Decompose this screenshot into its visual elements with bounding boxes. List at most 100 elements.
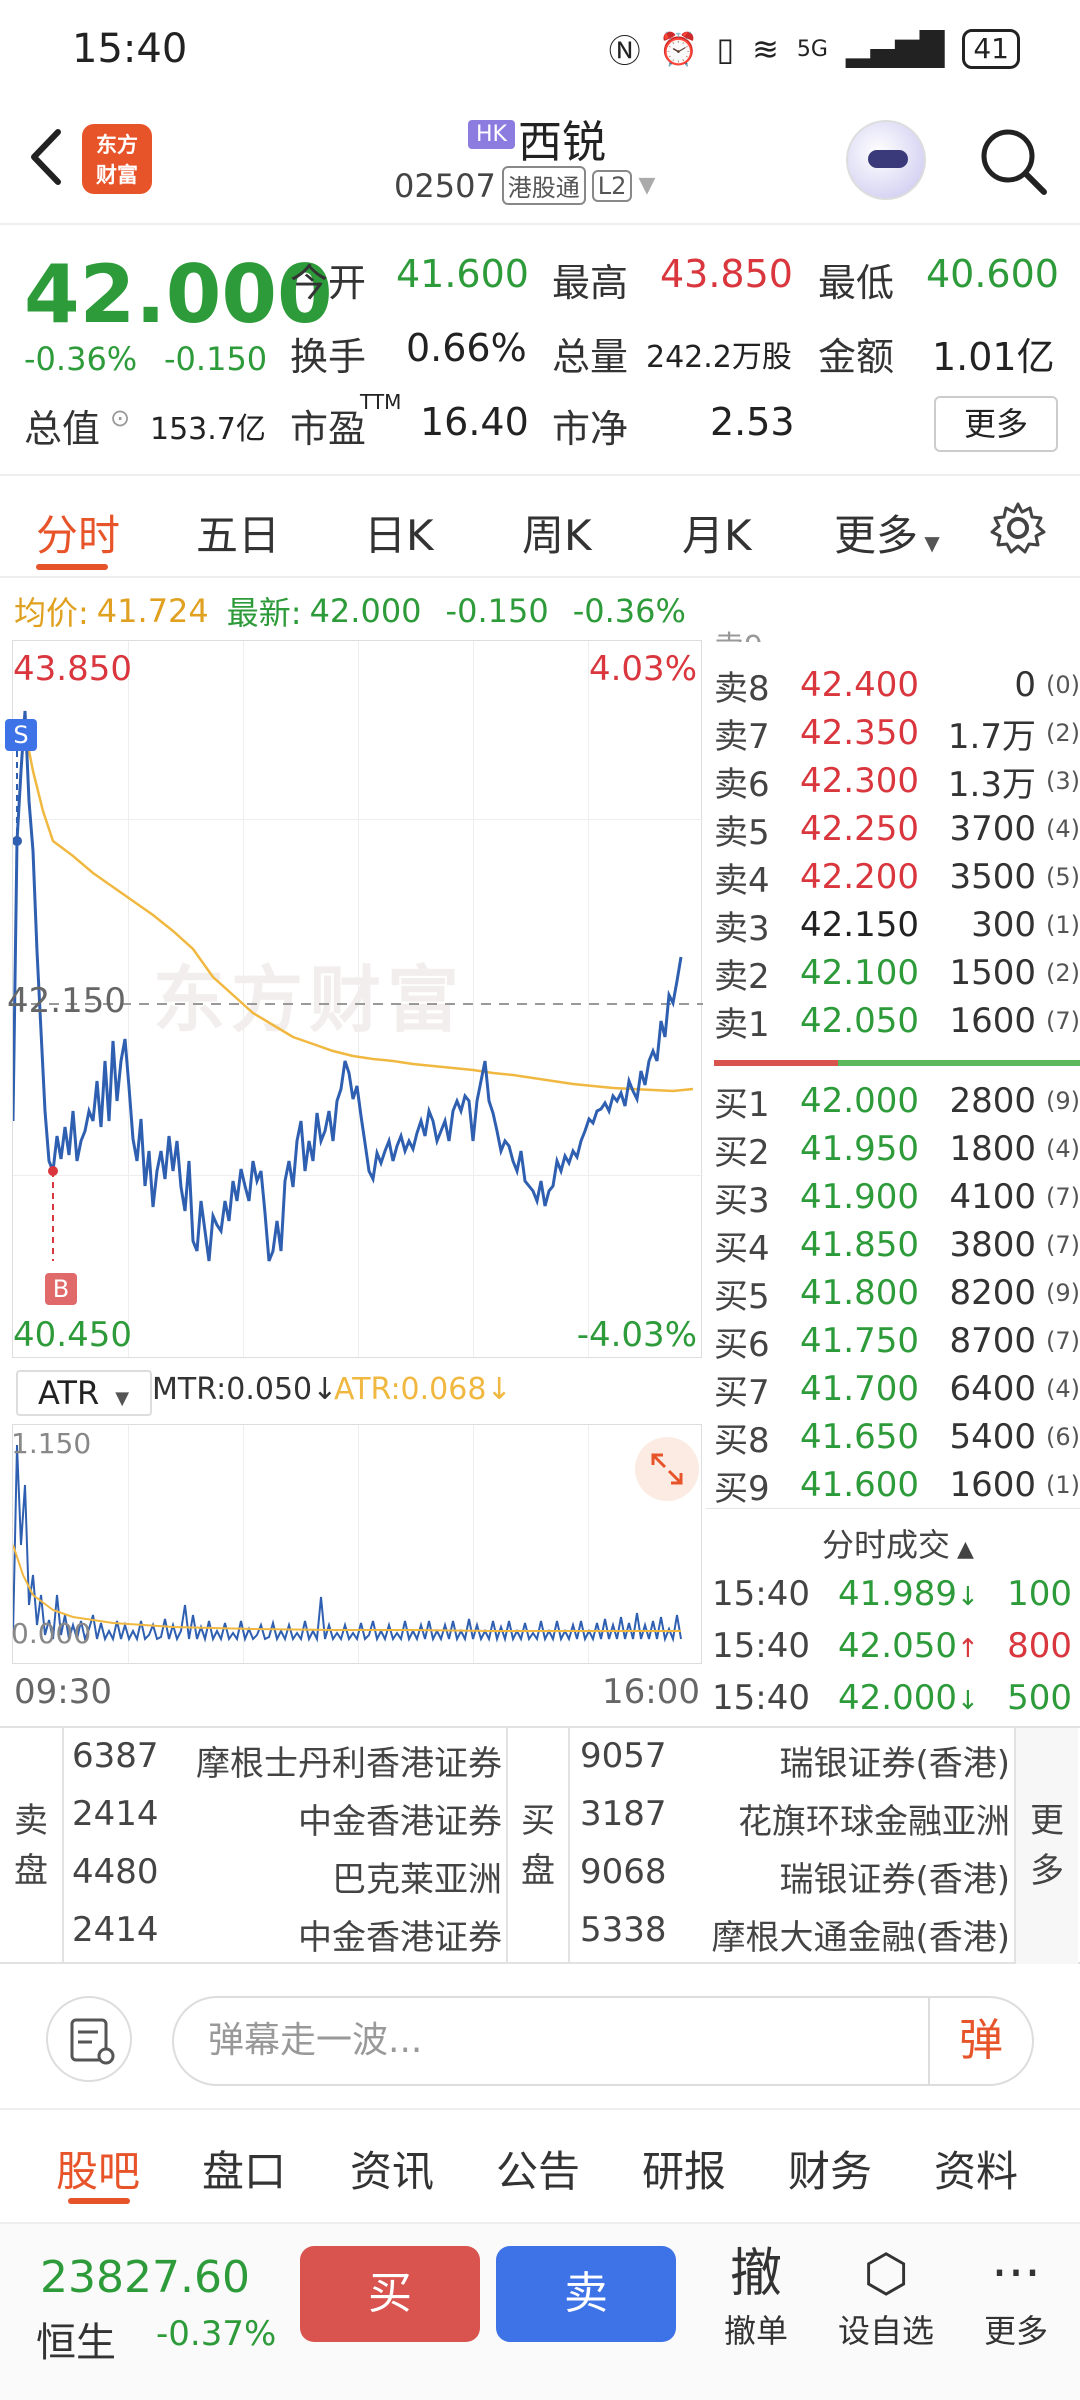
pe-value: 16.40 <box>420 400 529 444</box>
signal-label: 5G <box>796 36 828 62</box>
bid-row[interactable]: 买4 41.850 3800 (7) <box>714 1225 1080 1269</box>
bid-row[interactable]: 买3 41.900 4100 (7) <box>714 1177 1080 1221</box>
bid-row[interactable]: 买5 41.800 8200 (9) <box>714 1273 1080 1317</box>
buy-marker[interactable]: B <box>45 1273 77 1305</box>
broker-row: 2414 中金香港证券 <box>72 1910 502 1958</box>
bid-row[interactable]: 买6 41.750 8700 (7) <box>714 1321 1080 1365</box>
cancel-order-button[interactable]: 撤 撤单 <box>696 2242 816 2352</box>
comment-list-icon[interactable] <box>46 1996 132 2082</box>
danmaku-bar: 弹幕走一波... 弹 <box>0 1966 1080 2108</box>
trades-divider <box>706 1508 1080 1509</box>
high-value: 43.850 <box>660 252 793 296</box>
ask9-partial: 卖9 <box>714 622 1080 642</box>
cancel-order-label: 撤单 <box>723 2312 788 2350</box>
vibrate-icon: ▯ <box>716 30 735 68</box>
mtr-value-label: MTR:0.050 <box>152 1372 313 1407</box>
ask-row[interactable]: 卖6 42.300 1.3万 (3) <box>714 761 1080 805</box>
amount-label: 金额 <box>818 335 895 379</box>
trade-row: 15:40 42.000↓ 500 <box>712 1678 1072 1718</box>
quote-more-button[interactable]: 更多 <box>934 396 1058 452</box>
broker-row: 5338 摩根大通金融(香港) <box>580 1910 1010 1958</box>
trades-title-label: 分时成交 <box>822 1526 951 1564</box>
mtr-value: MTR:0.050↓ <box>152 1372 337 1407</box>
time-axis-start: 09:30 <box>14 1672 112 1712</box>
bid-row[interactable]: 买2 41.950 1800 (4) <box>714 1129 1080 1173</box>
add-watchlist-button[interactable]: ⬡ 设自选 <box>826 2242 946 2352</box>
tab-announcements[interactable]: 公告 <box>496 2147 581 2196</box>
add-watchlist-label: 设自选 <box>837 2312 934 2350</box>
amount-value: 1.01亿 <box>932 335 1055 379</box>
status-icons: Ⓝ ⏰ ▯ ≋ 5G ▂▄▆█ 41 <box>609 26 1020 72</box>
sell-button[interactable]: 卖 <box>496 2246 676 2342</box>
intraday-chart[interactable]: 东方财富 S B 43.850 4.03% 42.150 40.450 -4.0… <box>5 640 703 1358</box>
tab-forum[interactable]: 股吧 <box>56 2147 141 2196</box>
tab-profile[interactable]: 资料 <box>934 2147 1019 2196</box>
latest-percent: -0.36% <box>572 592 686 630</box>
atr-chart[interactable]: 1.150 0.000 <box>11 1424 702 1664</box>
tab-monthly-k[interactable]: 月K <box>682 511 752 560</box>
info-dots-icon[interactable]: ⊙ <box>110 404 131 432</box>
bid-row[interactable]: 买9 41.600 1600 (1) <box>714 1465 1080 1509</box>
indicator-selector[interactable]: ATR ▼ <box>16 1370 152 1416</box>
hang-seng-change: -0.37% <box>156 2314 277 2354</box>
bottom-action-bar: 23827.60 恒生 -0.37% 买 卖 撤 撤单 ⬡ 设自选 ··· 更多 <box>0 2222 1080 2400</box>
sell-marker[interactable]: S <box>5 719 37 751</box>
broker-queue[interactable]: 卖 盘 6387 摩根士丹利香港证券 2414 中金香港证券 4480 巴克莱亚洲 2… <box>0 1726 1080 1964</box>
low-value: 40.600 <box>926 252 1059 296</box>
dropdown-caret-icon: ▼ <box>638 173 656 198</box>
atr-value-label: ATR:0.068 <box>334 1372 487 1407</box>
back-arrow-icon[interactable] <box>22 122 72 192</box>
chart-top-price: 43.850 <box>13 649 132 689</box>
change-percent: -0.36% <box>24 340 138 378</box>
tab-daily-k[interactable]: 日K <box>364 511 434 560</box>
danmaku-input[interactable]: 弹幕走一波... <box>172 1996 1034 2086</box>
ask-row[interactable]: 卖4 42.200 3500 (5) <box>714 857 1080 901</box>
danmaku-button[interactable]: 弹 <box>928 1998 1032 2084</box>
ask-row[interactable]: 卖1 42.050 1600 (7) <box>714 1001 1080 1045</box>
tab-research[interactable]: 研报 <box>642 2147 727 2196</box>
buy-button[interactable]: 买 <box>300 2246 480 2342</box>
stock-code: 02507 <box>394 166 496 205</box>
broker-row: 2414 中金香港证券 <box>72 1794 502 1842</box>
ask-row[interactable]: 卖5 42.250 3700 (4) <box>714 809 1080 853</box>
mktcap-value: 153.7亿 <box>150 412 266 447</box>
tab-more[interactable]: 更多 ▼ <box>834 502 940 563</box>
more-button[interactable]: ··· 更多 <box>956 2242 1076 2352</box>
ai-assistant-avatar[interactable] <box>846 120 926 200</box>
gear-icon[interactable] <box>990 500 1046 556</box>
latest-value: 42.000 <box>309 592 422 630</box>
bid-row[interactable]: 买7 41.700 6400 (4) <box>714 1369 1080 1413</box>
trades-title[interactable]: 分时成交 ▲ <box>822 1520 974 1566</box>
tab-five-day[interactable]: 五日 <box>196 511 281 560</box>
sell-side-label: 卖 盘 <box>0 1728 64 1964</box>
hang-seng-value[interactable]: 23827.60 <box>40 2252 250 2303</box>
stock-code-row[interactable]: 02507 港股通 L2 ▼ <box>394 166 655 205</box>
caret-down-icon: ▼ <box>918 531 940 555</box>
atr-top-value: 1.150 <box>11 1427 92 1460</box>
ask-row[interactable]: 卖8 42.400 0 (0) <box>714 665 1080 709</box>
latest-change: -0.150 <box>445 592 549 630</box>
watermark: 东方财富 <box>153 958 466 1042</box>
wifi-icon: ≋ <box>752 30 779 68</box>
caret-down-icon: ▼ <box>115 1388 130 1409</box>
broker-more-button[interactable]: 更 多 <box>1014 1728 1078 1964</box>
expand-arrows-icon <box>651 1453 683 1485</box>
tab-news[interactable]: 资讯 <box>350 2147 435 2196</box>
tab-weekly-k[interactable]: 周K <box>522 511 592 560</box>
trade-row: 15:40 41.989↓ 100 <box>712 1574 1072 1614</box>
expand-icon[interactable] <box>635 1437 699 1501</box>
ask-row[interactable]: 卖3 42.150 300 (1) <box>714 905 1080 949</box>
bid-row[interactable]: 买1 42.000 2800 (9) <box>714 1081 1080 1125</box>
tab-intraday[interactable]: 分时 <box>36 511 121 560</box>
app-logo[interactable]: 东方 财富 <box>82 124 152 194</box>
pb-value: 2.53 <box>710 400 795 444</box>
search-icon[interactable] <box>978 126 1048 196</box>
turnover-label: 换手 <box>290 335 367 379</box>
tab-finance[interactable]: 财务 <box>788 2147 873 2196</box>
ask-row[interactable]: 卖7 42.350 1.7万 (2) <box>714 713 1080 757</box>
tab-handicap[interactable]: 盘口 <box>202 2147 287 2196</box>
turnover-value: 0.66% <box>406 326 527 370</box>
bid-row[interactable]: 买8 41.650 5400 (6) <box>714 1417 1080 1461</box>
ask-row[interactable]: 卖2 42.100 1500 (2) <box>714 953 1080 997</box>
